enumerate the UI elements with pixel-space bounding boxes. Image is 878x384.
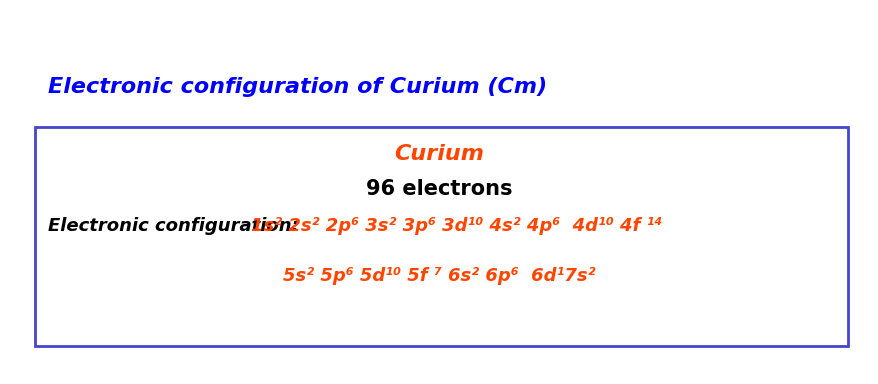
Text: Electronic configuration:: Electronic configuration: [48,217,306,235]
Text: Electronic configuration of Curium (Cm): Electronic configuration of Curium (Cm) [48,77,547,97]
Text: 5s² 5p⁶ 5d¹⁰ 5f ⁷ 6s² 6p⁶  6d¹7s²: 5s² 5p⁶ 5d¹⁰ 5f ⁷ 6s² 6p⁶ 6d¹7s² [283,267,595,285]
Text: Curium: Curium [394,144,484,164]
Text: 96 electrons: 96 electrons [366,179,512,199]
Text: 1s² 2s² 2p⁶ 3s² 3p⁶ 3d¹⁰ 4s² 4p⁶  4d¹⁰ 4f ¹⁴: 1s² 2s² 2p⁶ 3s² 3p⁶ 3d¹⁰ 4s² 4p⁶ 4d¹⁰ 4f… [250,217,661,235]
